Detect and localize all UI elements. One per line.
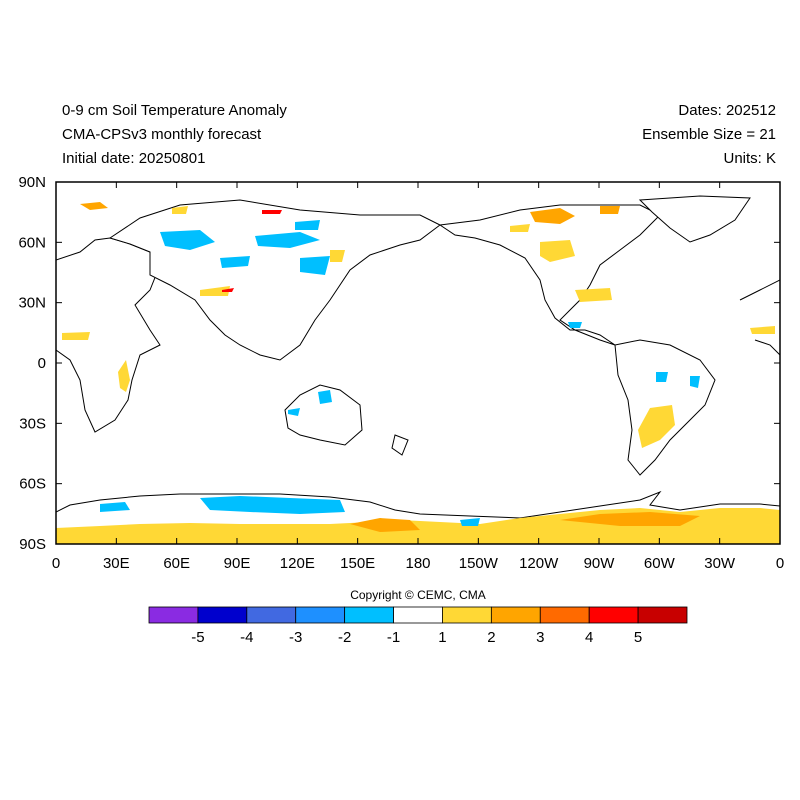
greenland-land xyxy=(638,195,751,243)
antarctica-orange-anomaly xyxy=(350,512,700,532)
colorbar-swatch xyxy=(197,606,248,624)
map-title: 0-9 cm Soil Temperature Anomaly xyxy=(62,102,287,119)
nz-land xyxy=(391,434,409,456)
map-content xyxy=(56,195,780,544)
lon-tick-label: 60E xyxy=(163,555,190,572)
latitude-ticks: 90N 60N 30N 0 30S 60S 90S xyxy=(18,174,780,553)
lon-tick-label: 120E xyxy=(280,555,315,572)
lat-tick-label: 90N xyxy=(18,174,46,191)
lon-tick-label: 0 xyxy=(776,555,784,572)
colorbar: -5 -4 -3 -2 -1 1 2 3 4 5 xyxy=(148,606,688,646)
svalbard-warm-anomaly xyxy=(80,202,108,210)
lon-tick-label: 0 xyxy=(52,555,60,572)
asia-cold-anomaly xyxy=(160,220,330,275)
copyright-notice: Copyright © CEMC, CMA xyxy=(350,588,486,602)
lon-tick-label: 90E xyxy=(224,555,251,572)
colorbar-label: 1 xyxy=(438,629,446,646)
south-america-cold-anomaly xyxy=(656,372,700,388)
south-america-warm-anomaly xyxy=(638,405,675,448)
colorbar-label: -1 xyxy=(387,629,400,646)
lat-tick-label: 90S xyxy=(19,536,46,553)
colorbar-label: 3 xyxy=(536,629,544,646)
forecast-dates-label: Dates: 202512 xyxy=(678,102,776,119)
colorbar-swatch xyxy=(442,606,492,624)
colorbar-swatch xyxy=(344,606,394,624)
lat-tick-label: 30S xyxy=(19,415,46,432)
iberia-warm-anomaly xyxy=(750,326,775,334)
lat-tick-label: 60S xyxy=(19,476,46,493)
north-america-warm-anomaly xyxy=(510,224,612,302)
model-label: CMA-CPSv3 monthly forecast xyxy=(62,126,262,143)
colorbar-swatch xyxy=(637,606,688,624)
lon-tick-label: 120W xyxy=(519,555,559,572)
lat-tick-label: 60N xyxy=(18,234,46,251)
initial-date-label: Initial date: 20250801 xyxy=(62,150,206,167)
lon-tick-label: 150W xyxy=(459,555,499,572)
longitude-ticks: 0 30E 60E 90E 120E 150E 180 150W 120W 90W 60W 30W 0 xyxy=(52,182,784,572)
units-label: Units: K xyxy=(723,150,776,167)
lon-tick-label: 90W xyxy=(584,555,616,572)
colorbar-label: -3 xyxy=(289,629,302,646)
colorbar-label: 5 xyxy=(634,629,642,646)
lat-tick-label: 0 xyxy=(38,355,46,372)
colorbar-swatch xyxy=(539,606,590,624)
colorbar-swatch xyxy=(490,606,541,624)
colorbar-label: -2 xyxy=(338,629,351,646)
lon-tick-label: 60W xyxy=(644,555,676,572)
colorbar-label: -4 xyxy=(240,629,253,646)
colorbar-label: -5 xyxy=(191,629,204,646)
colorbar-swatch xyxy=(295,606,346,624)
lon-tick-label: 180 xyxy=(405,555,430,572)
lon-tick-label: 150E xyxy=(340,555,375,572)
colorbar-swatch xyxy=(393,606,443,624)
asia-land xyxy=(108,199,441,361)
colorbar-swatch xyxy=(246,606,297,624)
colorbar-swatch xyxy=(588,606,639,624)
colorbar-label: 4 xyxy=(585,629,593,646)
mexico-cold-anomaly xyxy=(568,322,582,328)
africa-warm-anomaly xyxy=(62,332,130,392)
lon-tick-label: 30W xyxy=(704,555,736,572)
north-america-orange-anomaly xyxy=(530,206,620,224)
lat-tick-label: 30N xyxy=(18,295,46,312)
north-america-land xyxy=(438,204,661,346)
lon-tick-label: 30E xyxy=(103,555,130,572)
ensemble-size-label: Ensemble Size = 21 xyxy=(642,126,776,143)
australia-cold-anomaly xyxy=(288,390,332,416)
colorbar-label: 2 xyxy=(487,629,495,646)
antarctica-cold-anomaly xyxy=(100,496,480,526)
colorbar-swatch xyxy=(148,606,199,624)
australia-land xyxy=(284,384,363,446)
iberia-land xyxy=(739,279,780,356)
